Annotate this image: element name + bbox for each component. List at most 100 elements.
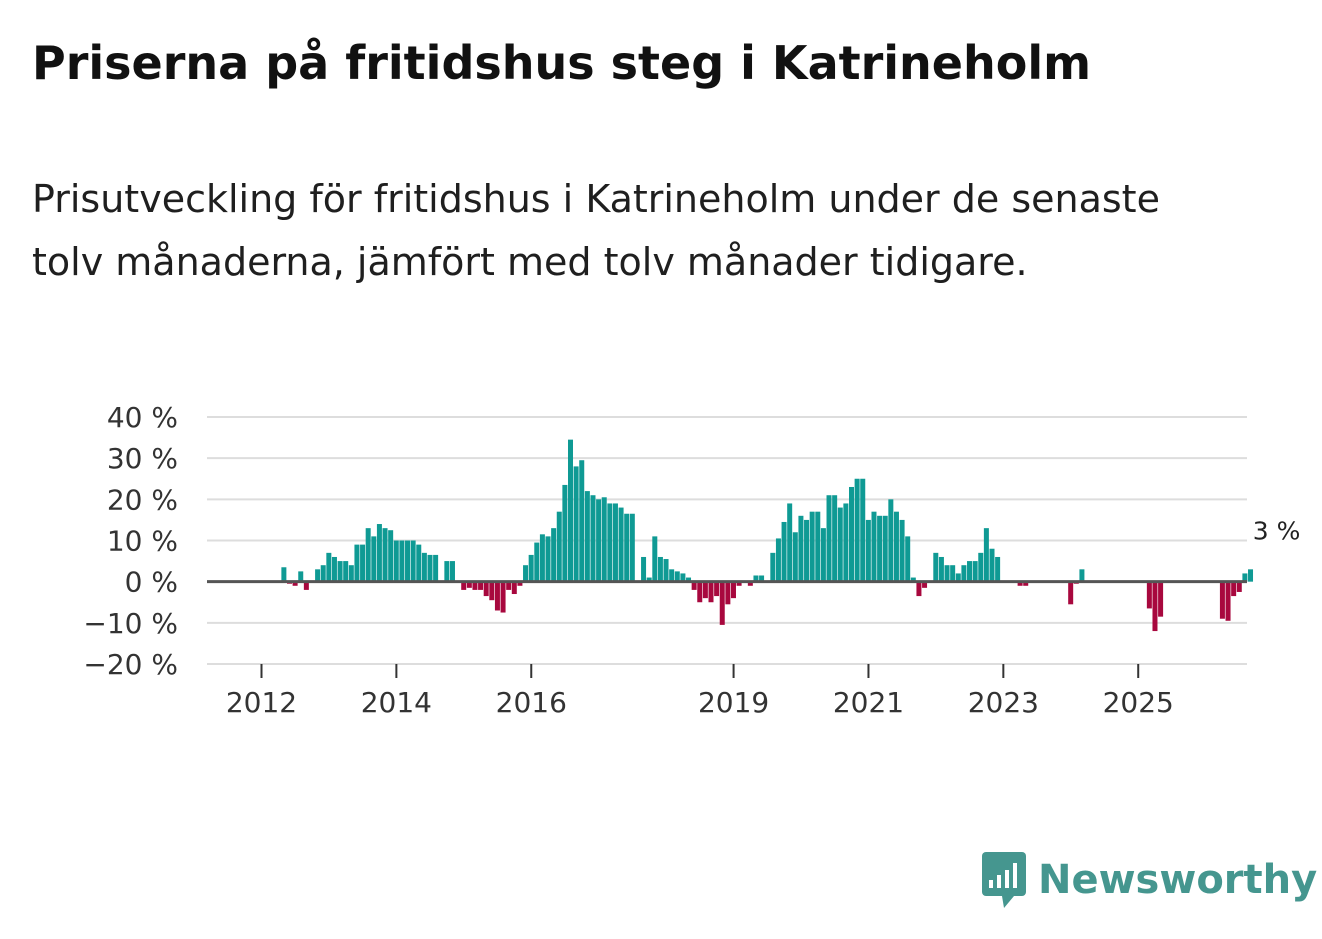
bar: [832, 495, 838, 582]
y-tick-label: −20 %: [83, 648, 178, 681]
bar: [545, 536, 551, 582]
bar: [837, 507, 843, 582]
bar: [893, 511, 899, 582]
bar: [983, 528, 989, 582]
bar: [539, 534, 545, 582]
bar: [399, 540, 405, 582]
bar: [905, 536, 911, 582]
bar: [1146, 581, 1152, 609]
bar: [680, 573, 686, 582]
bar: [449, 561, 455, 582]
bar: [989, 548, 995, 582]
newsworthy-logo-icon: [982, 852, 1026, 908]
bar: [478, 581, 484, 590]
bar: [702, 581, 708, 599]
bar: [590, 495, 596, 582]
bar: [393, 540, 399, 582]
bar: [708, 581, 714, 603]
bar: [972, 561, 978, 582]
bar: [1152, 581, 1158, 632]
bar: [360, 544, 366, 582]
bar: [1248, 569, 1254, 582]
bar: [382, 528, 388, 582]
bar: [1225, 581, 1231, 621]
bar: [944, 565, 950, 582]
bar: [348, 565, 354, 582]
bar: [815, 511, 821, 582]
bar: [607, 503, 613, 582]
bar: [326, 552, 332, 582]
bar: [483, 581, 489, 597]
bar: [719, 581, 725, 625]
bar: [888, 499, 894, 582]
bar: [933, 552, 939, 582]
bar: [798, 515, 804, 582]
bar: [331, 556, 337, 582]
bar: [809, 511, 815, 582]
bar: [511, 581, 517, 595]
bar: [995, 556, 1001, 582]
bar: [899, 519, 905, 582]
bar: [950, 565, 956, 582]
x-tick-label: 2014: [361, 686, 432, 719]
bar: [652, 536, 658, 582]
bar: [1242, 573, 1248, 582]
bar: [1219, 581, 1225, 619]
bar: [736, 581, 742, 586]
bar: [303, 581, 309, 590]
bar: [365, 528, 371, 582]
y-tick-label: 0 %: [125, 566, 178, 599]
bar: [753, 575, 759, 582]
bar: [596, 499, 602, 582]
bar: [624, 513, 630, 582]
bar: [938, 556, 944, 582]
x-tick-label: 2016: [496, 686, 567, 719]
bar: [860, 478, 866, 582]
y-tick-label: 20 %: [107, 483, 178, 516]
bar: [854, 478, 860, 582]
x-tick-label: 2023: [968, 686, 1039, 719]
bar: [826, 495, 832, 582]
bar: [556, 511, 562, 582]
bar: [882, 515, 888, 582]
bar: [376, 524, 382, 582]
bar: [371, 536, 377, 582]
x-tick-label: 2025: [1103, 686, 1174, 719]
bar: [337, 561, 343, 582]
bar: [747, 581, 753, 586]
bar: [865, 519, 871, 582]
bar: [416, 544, 422, 582]
x-tick-label: 2019: [698, 686, 769, 719]
bar: [551, 528, 557, 582]
bar: [421, 552, 427, 582]
brand-logo: Newsworthy: [980, 848, 1317, 912]
bar: [967, 561, 973, 582]
bar: [922, 581, 928, 588]
bar: [877, 515, 883, 582]
bar: [444, 561, 450, 582]
last-value-label: 3 %: [1253, 516, 1301, 545]
bar: [843, 503, 849, 582]
bar: [820, 528, 826, 582]
bar: [629, 513, 635, 582]
bar: [579, 460, 585, 582]
bar: [663, 559, 669, 582]
chart-title: Priserna på fritidshus steg i Katrinehol…: [32, 36, 1092, 90]
bar: [461, 581, 467, 590]
bar: [500, 581, 506, 613]
bar: [292, 581, 298, 586]
bar: [1068, 581, 1074, 605]
y-tick-label: 30 %: [107, 442, 178, 475]
bar-chart: 40 % 30 % 20 % 10 % 0 % −10 % −20 % 2012 2014 201…: [83, 401, 1301, 719]
bar: [674, 571, 680, 582]
bar: [343, 561, 349, 582]
bar: [691, 581, 697, 590]
bar: [871, 511, 877, 582]
bar: [568, 439, 573, 582]
bar: [961, 565, 967, 582]
bar: [1231, 581, 1237, 597]
bar: [281, 567, 287, 582]
bar: [534, 542, 540, 582]
bar: [686, 577, 692, 582]
bar: [770, 552, 776, 582]
